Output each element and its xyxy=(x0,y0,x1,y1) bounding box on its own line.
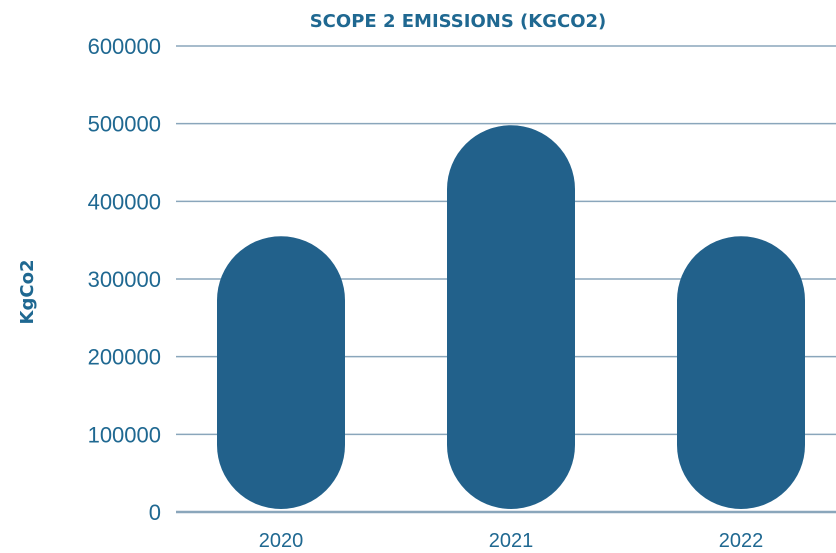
y-tick-label: 100000 xyxy=(88,422,161,447)
x-tick-label-2021: 2021 xyxy=(489,530,534,552)
x-tick-label-2020: 2020 xyxy=(259,530,304,552)
y-tick-label: 400000 xyxy=(88,189,161,214)
x-tick-label-2022: 2022 xyxy=(719,530,764,552)
chart-title: SCOPE 2 EMISSIONS (KGCO2) xyxy=(310,11,607,32)
x-axis-ticks: 2020 2021 2022 xyxy=(259,530,764,552)
bar-2020 xyxy=(217,236,345,510)
y-tick-label: 0 xyxy=(149,500,161,525)
y-tick-label: 200000 xyxy=(88,345,161,370)
bar-2022 xyxy=(677,236,805,510)
y-tick-label: 600000 xyxy=(88,34,161,59)
y-tick-label: 500000 xyxy=(88,112,161,137)
y-tick-label: 300000 xyxy=(88,267,161,292)
bar-2021 xyxy=(447,125,575,509)
y-axis-ticks: 0 100000 200000 300000 400000 500000 600000 xyxy=(88,34,161,525)
bars xyxy=(217,125,805,510)
y-axis-label: KgCo2 xyxy=(17,260,38,325)
